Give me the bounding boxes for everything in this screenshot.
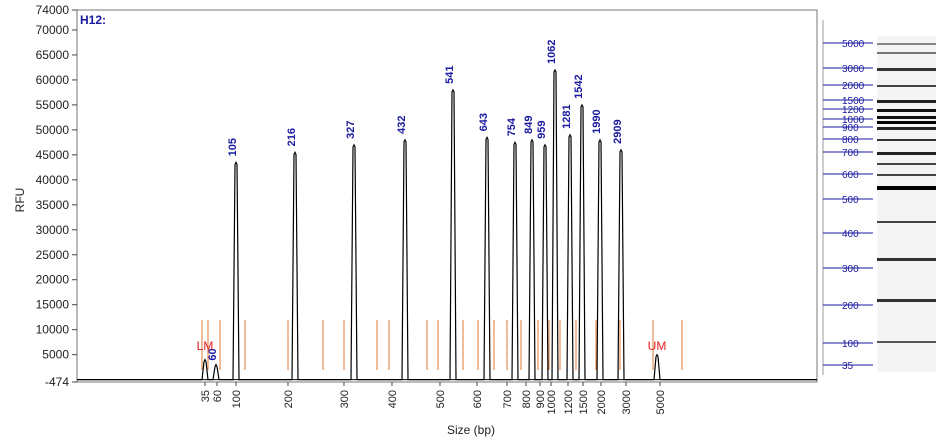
x-tick-label: 800 — [521, 390, 533, 408]
y-tick-label: 30000 — [36, 223, 70, 237]
gel-band — [877, 163, 936, 165]
y-tick-label: -474 — [45, 375, 69, 389]
ladder-scale-label: 100 — [842, 339, 859, 350]
peak-label: 216 — [286, 128, 298, 146]
gel-band — [877, 85, 936, 87]
ladder-scale-label: 1200 — [842, 105, 865, 116]
ladder-scale-label: 35 — [842, 361, 854, 372]
gel-band — [877, 68, 936, 71]
ladder-scale-label: 200 — [842, 301, 859, 312]
gel-band — [877, 299, 936, 302]
y-tick-label: 15000 — [36, 298, 70, 312]
y-tick-label: 10000 — [36, 323, 70, 337]
x-tick-label: 400 — [387, 390, 399, 408]
x-tick-label: 3000 — [621, 390, 633, 414]
gel-band — [877, 221, 936, 223]
ladder-scale-label: 400 — [842, 229, 859, 240]
y-tick-label: 35000 — [36, 198, 70, 212]
x-tick-label: 500 — [435, 390, 447, 408]
x-tick-label: 200 — [283, 390, 295, 408]
ladder-scale-label: 1000 — [842, 115, 865, 126]
peak-label: 2909 — [612, 119, 624, 143]
x-axis-label: Size (bp) — [447, 423, 495, 437]
peak-label: 754 — [506, 117, 518, 136]
ladder-scale-label: 600 — [842, 170, 859, 181]
peak-label: 432 — [396, 116, 408, 134]
peak-label: 959 — [536, 121, 548, 139]
marker-label-um: UM — [648, 339, 667, 353]
gel-band — [877, 52, 936, 54]
gel-band — [877, 109, 936, 112]
y-tick-label: 50000 — [36, 123, 70, 137]
y-tick-label: 20000 — [36, 273, 70, 287]
ladder-scale-label: 3000 — [842, 64, 865, 75]
y-tick-label: 40000 — [36, 173, 70, 187]
gel-band — [877, 127, 936, 130]
gel-band — [877, 258, 936, 261]
well-label: H12: — [80, 13, 106, 27]
rfu-trace — [77, 68, 817, 381]
gel-band — [877, 174, 936, 176]
y-tick-label: 25000 — [36, 248, 70, 262]
peak-label: 1281 — [561, 104, 573, 128]
y-tick-label: 74000 — [36, 3, 70, 17]
peak-label: 327 — [345, 121, 357, 139]
gel-band — [877, 43, 936, 45]
peak-label: 105 — [227, 138, 239, 156]
x-tick-label: 5000 — [655, 390, 667, 414]
ladder-scale-label: 500 — [842, 195, 859, 206]
y-axis-label: RFU — [13, 188, 27, 213]
x-tick-label: 1000 — [546, 390, 558, 414]
x-tick-label: 2000 — [596, 390, 608, 414]
y-tick-label: 65000 — [36, 48, 70, 62]
x-tick-label: 300 — [339, 390, 351, 408]
marker-label-lm: LM — [197, 339, 214, 353]
peak-label: 60 — [207, 348, 219, 360]
gel-band — [877, 121, 936, 124]
x-tick-label: 1500 — [578, 390, 590, 414]
y-tick-label: 5000 — [42, 348, 69, 362]
y-tick-label: 45000 — [36, 148, 70, 162]
x-tick-label: 1200 — [563, 390, 575, 414]
gel-band — [877, 139, 936, 141]
x-tick-label: 100 — [231, 390, 243, 408]
gel-band — [877, 116, 936, 119]
ladder-scale-label: 1500 — [842, 96, 865, 107]
gel-band — [877, 152, 936, 155]
y-tick-label: 60000 — [36, 73, 70, 87]
peak-label: 1990 — [591, 109, 603, 133]
peak-label: 1062 — [546, 39, 558, 63]
x-tick-label: 700 — [502, 390, 514, 408]
x-tick-label: 900 — [535, 390, 547, 408]
ladder-scale-label: 300 — [842, 264, 859, 275]
gel-band — [877, 100, 936, 103]
ladder-scale-label: 2000 — [842, 81, 865, 92]
ladder-scale-label: 5000 — [842, 39, 865, 50]
ladder-scale-label: 700 — [842, 148, 859, 159]
peak-label: 849 — [523, 116, 535, 134]
y-tick-label: 55000 — [36, 98, 70, 112]
peak-label: 541 — [444, 66, 456, 84]
gel-band — [877, 186, 936, 190]
gel-band — [877, 341, 936, 343]
y-tick-label: 70000 — [36, 23, 70, 37]
plot-frame — [76, 9, 818, 383]
x-tick-label: 600 — [472, 390, 484, 408]
ladder-scale-label: 900 — [842, 123, 859, 134]
gel-lane — [877, 36, 936, 372]
peak-label: 1542 — [573, 74, 585, 98]
x-tick-label: 60 — [212, 390, 224, 402]
ladder-scale-label: 800 — [842, 135, 859, 146]
x-tick-label: 35 — [200, 390, 212, 402]
peak-label: 643 — [478, 113, 490, 131]
